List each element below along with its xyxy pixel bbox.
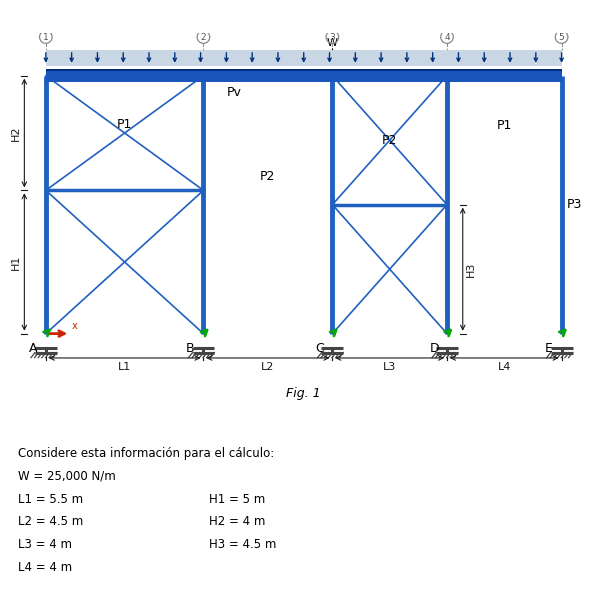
Text: L4: L4 (498, 362, 511, 372)
Text: W: W (327, 38, 338, 47)
Text: Pv: Pv (226, 86, 241, 100)
Text: P1: P1 (496, 119, 512, 133)
Text: H3 = 4.5 m: H3 = 4.5 m (209, 538, 276, 551)
Text: P1: P1 (117, 118, 132, 131)
Bar (46, 69, 561, 71)
Text: H1: H1 (11, 254, 21, 269)
Bar (46, 69, 561, 82)
Text: 5: 5 (558, 32, 564, 41)
Text: H2: H2 (11, 125, 21, 141)
Text: H1 = 5 m: H1 = 5 m (209, 493, 265, 506)
Text: L1: L1 (118, 362, 131, 372)
Text: L1 = 5.5 m: L1 = 5.5 m (18, 493, 83, 506)
Text: P3: P3 (567, 198, 582, 211)
Text: L3: L3 (383, 362, 396, 372)
Text: Considere esta información para el cálculo:: Considere esta información para el cálcu… (18, 447, 274, 460)
Text: E: E (545, 341, 552, 355)
Text: A: A (29, 341, 37, 355)
Text: 2: 2 (201, 32, 206, 41)
Text: W = 25,000 N/m: W = 25,000 N/m (18, 470, 116, 483)
Text: D: D (429, 341, 439, 355)
Text: H2 = 4 m: H2 = 4 m (209, 515, 265, 529)
Text: Fig. 1: Fig. 1 (287, 386, 321, 400)
Text: L2: L2 (261, 362, 275, 372)
Text: L3 = 4 m: L3 = 4 m (18, 538, 72, 551)
Text: L2 = 4.5 m: L2 = 4.5 m (18, 515, 83, 529)
Text: 4: 4 (444, 32, 450, 41)
Text: P2: P2 (260, 170, 275, 182)
Text: 1: 1 (43, 32, 49, 41)
Text: 3: 3 (330, 32, 336, 41)
Text: C: C (315, 341, 324, 355)
Text: H3: H3 (466, 262, 476, 277)
Text: B: B (186, 341, 195, 355)
Text: L4 = 4 m: L4 = 4 m (18, 561, 72, 574)
Bar (46, 50, 561, 66)
Text: x: x (72, 322, 77, 331)
Text: P2: P2 (382, 134, 398, 147)
